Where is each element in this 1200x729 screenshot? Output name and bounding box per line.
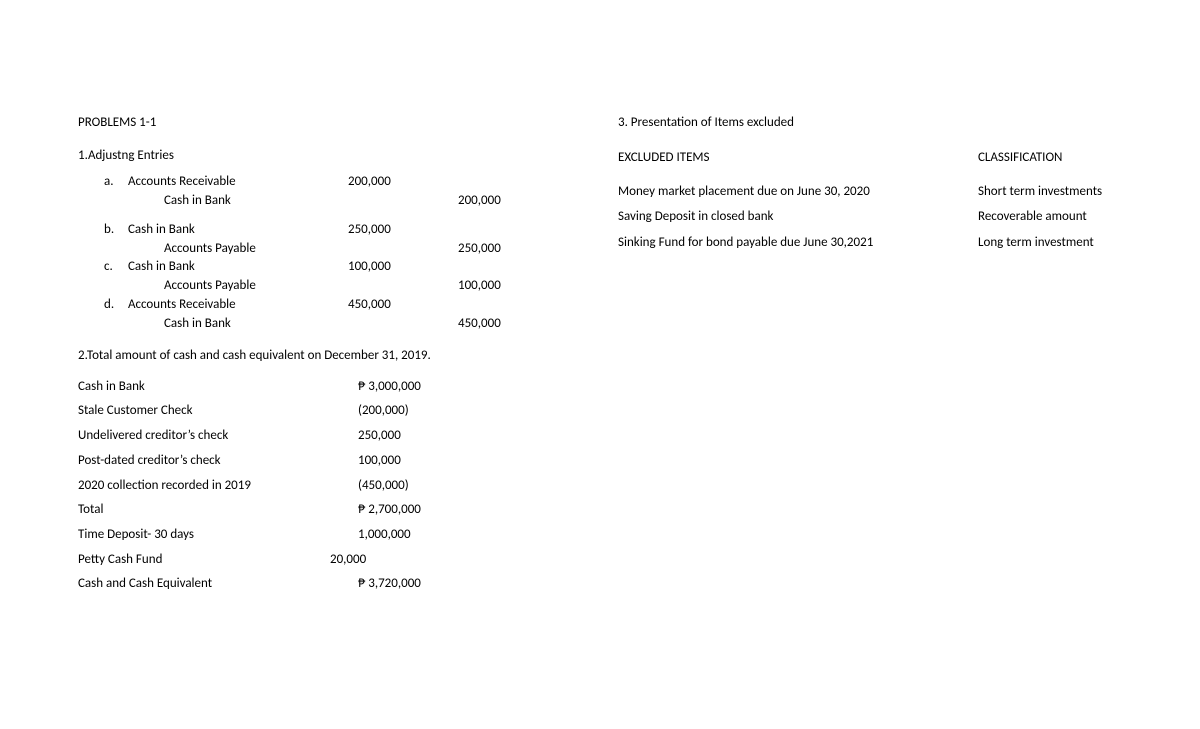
row-amount: 250,000: [358, 424, 478, 449]
table-row: Undelivered creditor’s check 250,000: [78, 424, 618, 449]
row-label: Total: [78, 498, 358, 523]
debit-amount: 100,000: [348, 258, 458, 277]
table-row: Cash and Cash Equivalent ₱ 3,720,000: [78, 572, 618, 597]
excluded-item: Saving Deposit in closed bank: [618, 204, 978, 229]
row-amount: (200,000): [358, 399, 478, 424]
excluded-item: Money market placement due on June 30, 2…: [618, 179, 978, 204]
credit-account: Accounts Payable: [128, 277, 348, 296]
columns-wrapper: PROBLEMS 1-1 1.Adjustng Entries a. Accou…: [78, 115, 1130, 597]
right-column: 3. Presentation of Items excluded EXCLUD…: [618, 115, 1130, 597]
classification-header: CLASSIFICATION: [978, 150, 1130, 165]
row-label: 2020 collection recorded in 2019: [78, 474, 358, 499]
credit-amount: 250,000: [458, 240, 568, 259]
debit-account: Cash in Bank: [128, 258, 348, 277]
entry-letter: c.: [104, 258, 128, 277]
credit-account: Cash in Bank: [128, 315, 348, 334]
entry-b-credit-row: Accounts Payable 250,000: [104, 240, 618, 259]
row-amount: 1,000,000: [358, 523, 478, 548]
row-amount: 100,000: [358, 449, 478, 474]
credit-amount: 200,000: [458, 192, 568, 211]
section2-title: 2.Total amount of cash and cash equivale…: [78, 348, 618, 363]
row-amount: ₱ 3,720,000: [358, 572, 478, 597]
table-row: Post-dated creditor’s check 100,000: [78, 449, 618, 474]
excluded-classification: Recoverable amount: [978, 204, 1130, 229]
debit-amount: 250,000: [348, 221, 458, 240]
excluded-classification: Short term investments: [978, 179, 1130, 204]
row-label: Undelivered creditor’s check: [78, 424, 358, 449]
table-row: Time Deposit- 30 days 1,000,000: [78, 523, 618, 548]
row-label: Stale Customer Check: [78, 399, 358, 424]
row-amount: 20,000: [330, 548, 450, 573]
entry-a-credit-row: Cash in Bank 200,000: [104, 192, 618, 211]
excluded-row: Saving Deposit in closed bank Recoverabl…: [618, 204, 1130, 229]
debit-account: Accounts Receivable: [128, 296, 348, 315]
table-row: Total ₱ 2,700,000: [78, 498, 618, 523]
table-row: 2020 collection recorded in 2019 (450,00…: [78, 474, 618, 499]
debit-account: Cash in Bank: [128, 221, 348, 240]
row-amount: ₱ 3,000,000: [358, 375, 478, 400]
section1-title: 1.Adjustng Entries: [78, 148, 618, 163]
table-row: Petty Cash Fund 20,000: [78, 548, 618, 573]
row-label: Post-dated creditor’s check: [78, 449, 358, 474]
entry-letter: d.: [104, 296, 128, 315]
row-amount: ₱ 2,700,000: [358, 498, 478, 523]
row-label: Cash and Cash Equivalent: [78, 572, 358, 597]
excluded-row: Sinking Fund for bond payable due June 3…: [618, 230, 1130, 255]
debit-amount: 450,000: [348, 296, 458, 315]
excluded-item: Sinking Fund for bond payable due June 3…: [618, 230, 978, 255]
entry-a-debit-row: a. Accounts Receivable 200,000: [104, 173, 618, 192]
debit-amount: 200,000: [348, 173, 458, 192]
excluded-classification: Long term investment: [978, 230, 1130, 255]
entry-b-debit-row: b. Cash in Bank 250,000: [104, 221, 618, 240]
debit-account: Accounts Receivable: [128, 173, 348, 192]
credit-account: Cash in Bank: [128, 192, 348, 211]
cash-equivalent-table: Cash in Bank ₱ 3,000,000 Stale Customer …: [78, 375, 618, 597]
adjusting-entries: a. Accounts Receivable 200,000 Cash in B…: [78, 173, 618, 334]
table-row: Cash in Bank ₱ 3,000,000: [78, 375, 618, 400]
section3-title: 3. Presentation of Items excluded: [618, 115, 1130, 130]
problems-title: PROBLEMS 1-1: [78, 115, 618, 130]
entry-c-credit-row: Accounts Payable 100,000: [104, 277, 618, 296]
entry-letter: a.: [104, 173, 128, 192]
row-label: Time Deposit- 30 days: [78, 523, 358, 548]
left-column: PROBLEMS 1-1 1.Adjustng Entries a. Accou…: [78, 115, 618, 597]
excluded-row: Money market placement due on June 30, 2…: [618, 179, 1130, 204]
table-row: Stale Customer Check (200,000): [78, 399, 618, 424]
entry-c-debit-row: c. Cash in Bank 100,000: [104, 258, 618, 277]
excluded-items-header: EXCLUDED ITEMS: [618, 150, 978, 165]
row-label: Cash in Bank: [78, 375, 358, 400]
entry-letter: b.: [104, 221, 128, 240]
document-page: PROBLEMS 1-1 1.Adjustng Entries a. Accou…: [0, 0, 1200, 729]
credit-account: Accounts Payable: [128, 240, 348, 259]
row-label: Petty Cash Fund: [78, 548, 358, 573]
entry-d-credit-row: Cash in Bank 450,000: [104, 315, 618, 334]
entry-d-debit-row: d. Accounts Receivable 450,000: [104, 296, 618, 315]
credit-amount: 450,000: [458, 315, 568, 334]
credit-amount: 100,000: [458, 277, 568, 296]
excluded-header-row: EXCLUDED ITEMS CLASSIFICATION: [618, 150, 1130, 165]
row-amount: (450,000): [358, 474, 478, 499]
